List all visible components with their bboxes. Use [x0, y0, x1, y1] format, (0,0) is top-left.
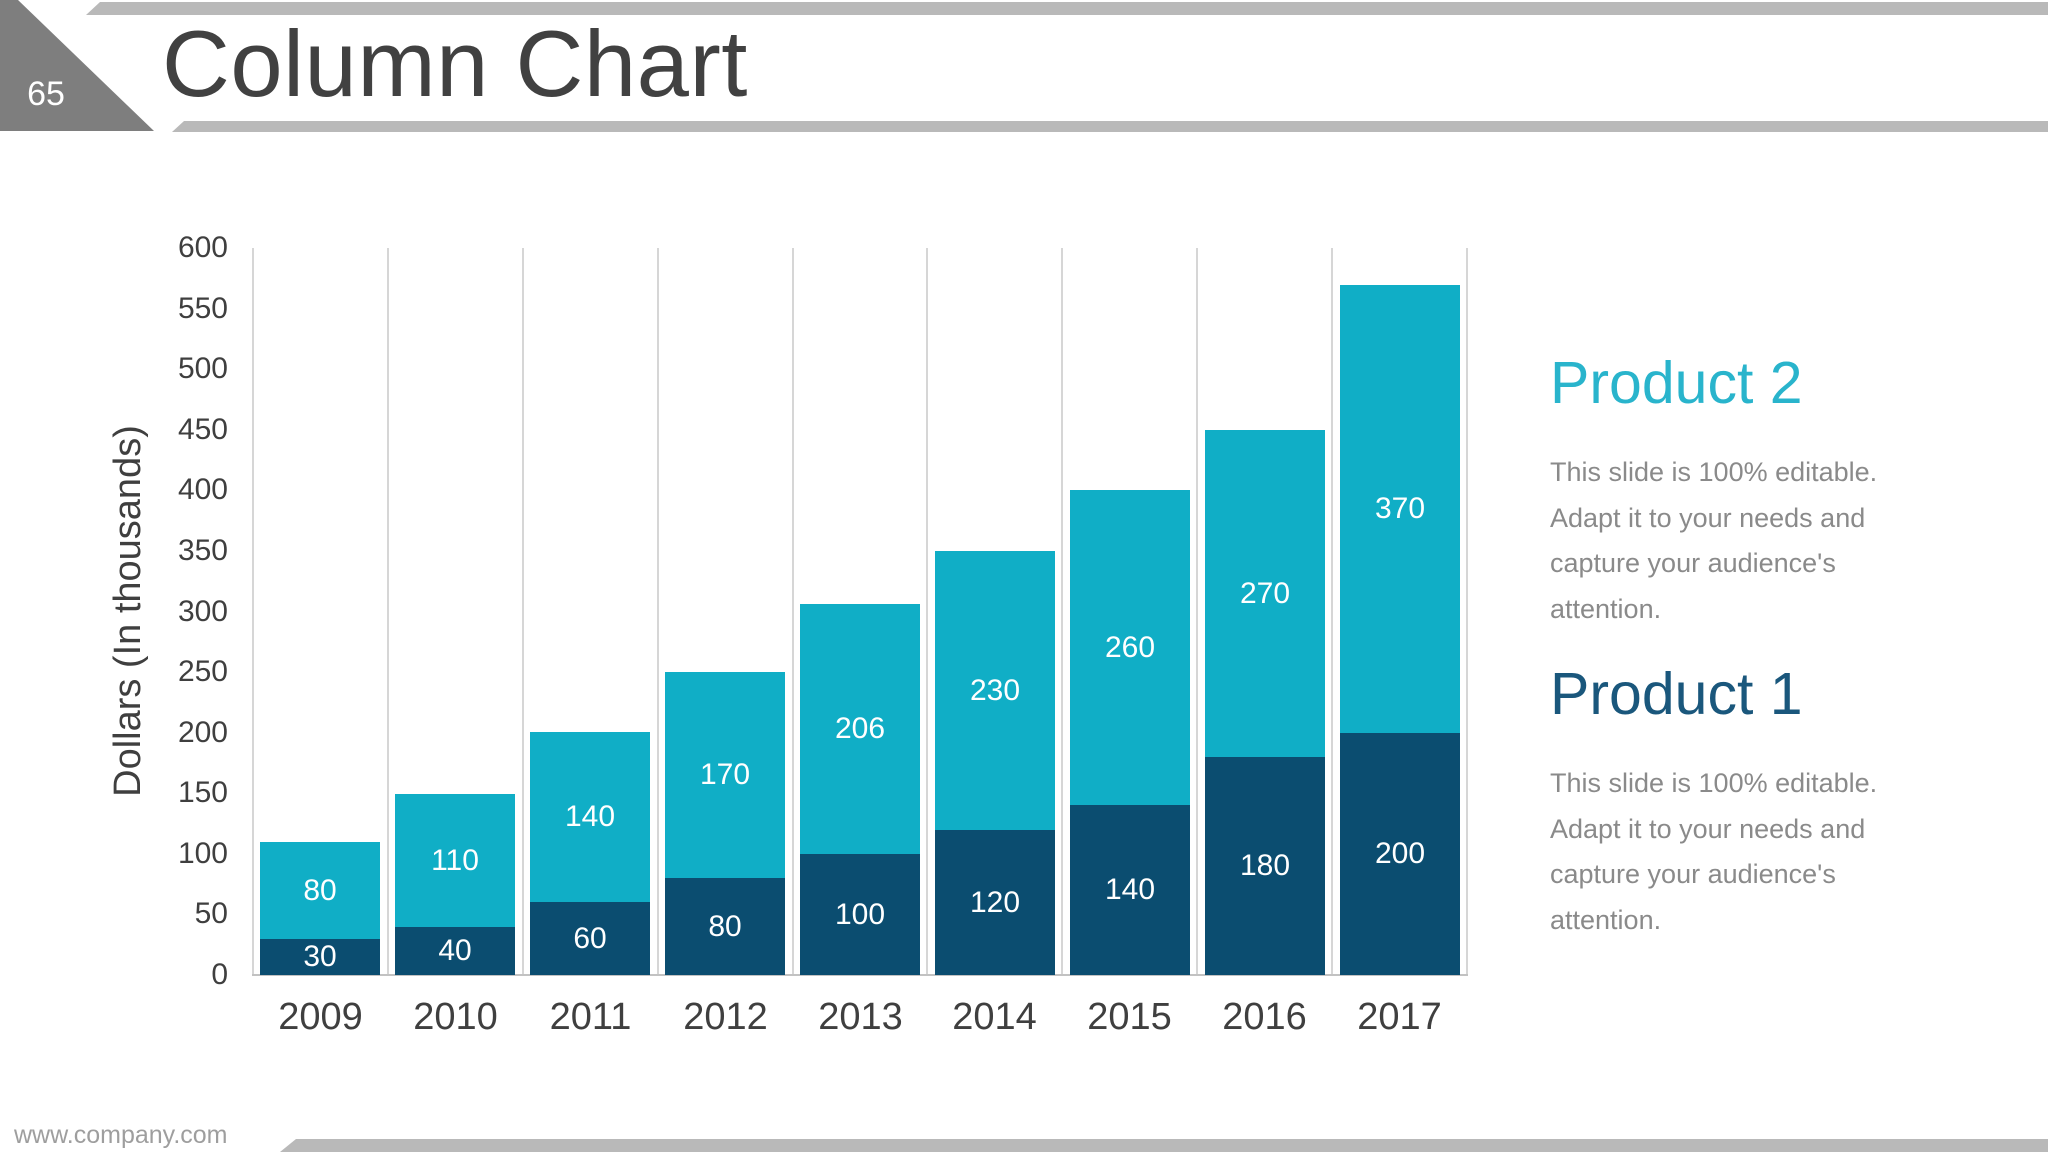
header-underline-strip [172, 121, 2048, 132]
bar-segment-product2-2010 [395, 794, 515, 927]
bar-segment-product2-2012 [665, 672, 785, 878]
bar-value-label: 140 [564, 800, 616, 833]
x-tick-label: 2014 [952, 996, 1037, 1038]
y-tick-label: 550 [177, 292, 228, 325]
body-text-line: Adapt it to your needs and [1550, 502, 1866, 533]
gridline [387, 248, 389, 975]
bar-segment-product1-2017 [1340, 733, 1460, 975]
body-text-line: attention. [1550, 593, 1662, 624]
y-tick-label: 500 [177, 352, 228, 385]
bar-segment-product1-2015 [1070, 805, 1190, 975]
bar-segment-product2-2011 [530, 732, 650, 902]
y-tick-label: 50 [194, 897, 228, 930]
bar-value-label: 30 [303, 940, 337, 973]
bar-segment-product2-2009 [260, 842, 380, 939]
x-tick-label: 2009 [278, 996, 363, 1038]
bar-segment-product2-2015 [1070, 490, 1190, 805]
x-tick-label: 2010 [413, 996, 498, 1038]
x-tick-label: 2012 [683, 996, 768, 1038]
bar-segment-product2-2017 [1340, 285, 1460, 733]
y-tick-label: 100 [177, 837, 228, 870]
bar-value-label: 110 [431, 844, 479, 877]
bar-segment-product1-2013 [800, 854, 920, 975]
legend-section-product2: Product 2 This slide is 100% editable. A… [1550, 350, 1980, 632]
bar-value-label: 60 [573, 922, 607, 955]
x-tick-label: 2015 [1087, 996, 1172, 1038]
bar-value-label: 120 [969, 886, 1021, 919]
bar-value-label: 140 [1104, 873, 1156, 906]
y-tick-label: 150 [177, 776, 228, 809]
slide-number: 65 [27, 75, 65, 113]
bar-value-label: 230 [969, 674, 1021, 707]
legend-heading-product2: Product 2 [1550, 350, 1803, 416]
bar-value-label: 100 [834, 898, 886, 931]
y-tick-label: 600 [177, 231, 228, 264]
x-tick-label: 2013 [818, 996, 903, 1038]
bar-segment-product1-2011 [530, 902, 650, 975]
footer-url: www.company.com [14, 1121, 228, 1149]
gridline [926, 248, 928, 975]
body-text-line: Adapt it to your needs and [1550, 813, 1866, 844]
body-text-line: capture your audience's [1550, 859, 1836, 889]
y-tick-label: 200 [177, 716, 228, 749]
gridline [1466, 248, 1468, 975]
bar-segment-product1-2012 [665, 878, 785, 975]
bar-segment-product1-2014 [935, 830, 1055, 975]
bar-value-label: 200 [1374, 837, 1426, 870]
bar-value-label: 40 [438, 934, 472, 967]
legend-body-product2: This slide is 100% editable. Adapt it to… [1550, 450, 1980, 632]
x-tick-label: 2016 [1222, 996, 1307, 1038]
bar-value-label: 206 [834, 712, 886, 745]
gridline [252, 248, 254, 975]
bar-value-label: 80 [708, 910, 742, 943]
bar-segment-product2-2013 [800, 604, 920, 854]
gridline [1331, 248, 1333, 975]
bar-segment-product1-2016 [1205, 757, 1325, 975]
y-tick-label: 300 [177, 595, 228, 628]
body-text-line: This slide is 100% editable. [1550, 768, 1878, 798]
gridline [1061, 248, 1063, 975]
x-axis-line [252, 974, 1468, 976]
gridline [657, 248, 659, 975]
y-tick-label: 0 [211, 958, 228, 991]
bar-segment-product1-2010 [395, 927, 515, 975]
body-text-line: This slide is 100% editable. [1550, 457, 1878, 487]
header-top-strip [86, 2, 2048, 15]
legend-heading-product1: Product 1 [1550, 661, 1803, 727]
bar-value-label: 370 [1374, 492, 1426, 525]
y-tick-label: 450 [177, 413, 228, 446]
gridline [522, 248, 524, 975]
bar-value-label: 260 [1104, 631, 1156, 664]
x-tick-label: 2011 [549, 996, 632, 1038]
page-title: Column Chart [162, 11, 748, 116]
y-tick-label: 400 [177, 473, 228, 506]
body-text-line: attention. [1550, 904, 1662, 935]
y-tick-label: 250 [177, 655, 228, 688]
bar-segment-product1-2009 [260, 939, 380, 975]
gridline [792, 248, 794, 975]
bar-value-label: 180 [1239, 849, 1291, 882]
bar-value-label: 80 [303, 874, 337, 907]
bar-value-label: 170 [699, 758, 751, 791]
body-text-line: capture your audience's [1550, 548, 1836, 578]
footer-strip [280, 1139, 2048, 1152]
gridline [1196, 248, 1198, 975]
legend-section-product1: Product 1 This slide is 100% editable. A… [1550, 661, 1980, 943]
x-tick-label: 2017 [1357, 996, 1442, 1038]
bar-segment-product2-2014 [935, 551, 1055, 830]
y-tick-label: 350 [177, 534, 228, 567]
bar-segment-product2-2016 [1205, 430, 1325, 757]
bar-value-label: 270 [1239, 577, 1291, 610]
legend-body-product1: This slide is 100% editable. Adapt it to… [1550, 761, 1980, 943]
